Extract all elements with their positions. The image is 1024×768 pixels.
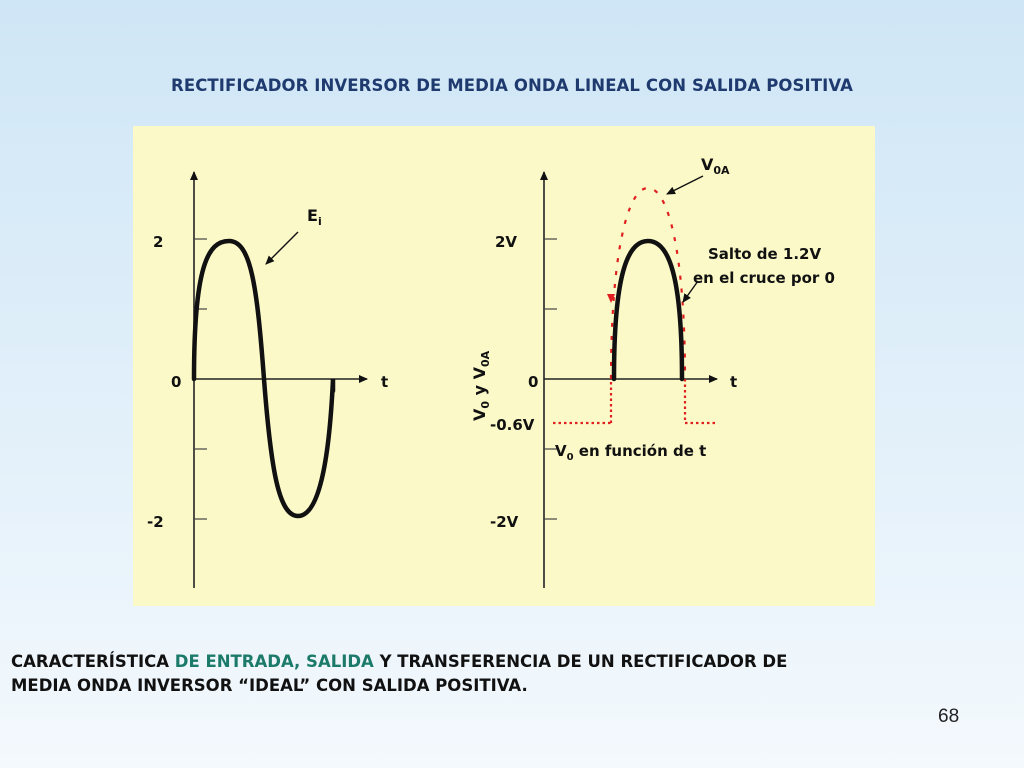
graphs-svg: Ei 2 0 -2 t (147, 155, 835, 588)
right-y-bottom-label: -2V (490, 513, 519, 531)
left-y-top-label: 2 (153, 233, 163, 251)
right-graph: 2V 0 -0.6V -2V t V0 y V0A V0A Salto de 1… (470, 155, 835, 588)
left-x-axis-label: t (381, 373, 388, 391)
output-half-wave-curve (611, 238, 685, 382)
jump-note-line2: en el cruce por 0 (693, 269, 835, 287)
v0a-dotted-curve (553, 186, 717, 425)
right-x-axis-label: t (730, 373, 737, 391)
right-y-axis-label: V0 y V0A (470, 350, 492, 421)
left-graph: Ei 2 0 -2 t (147, 171, 388, 588)
caption-part1: CARACTERÍSTICA (11, 652, 175, 671)
slide-caption: CARACTERÍSTICA DE ENTRADA, SALIDA Y TRAN… (11, 650, 1011, 698)
ei-pointer-arrow (265, 231, 299, 265)
v0a-jump-edges (609, 379, 687, 423)
caption-highlight: DE ENTRADA, SALIDA (174, 652, 374, 671)
v0-function-caption: V0 en función de t (555, 442, 706, 463)
jump-note-pointer (682, 280, 699, 303)
right-y-zero-label: 0 (528, 373, 538, 391)
input-sine-curve (191, 238, 336, 519)
page-number: 68 (938, 706, 960, 727)
left-y-bottom-label: -2 (147, 513, 164, 531)
v0a-arrowhead-left (607, 294, 615, 303)
left-y-zero-label: 0 (171, 373, 181, 391)
jump-note-line1: Salto de 1.2V (708, 245, 821, 263)
ei-label: Ei (307, 206, 322, 228)
caption-part3: Y TRANSFERENCIA DE UN RECTIFICADOR DE (373, 652, 788, 671)
right-y-neg-small-label: -0.6V (490, 416, 535, 434)
right-y-top-label: 2V (495, 233, 517, 251)
v0a-pointer-arrow (666, 175, 704, 195)
graph-panel: Ei 2 0 -2 t (133, 126, 875, 606)
caption-line2: MEDIA ONDA INVERSOR “IDEAL” CON SALIDA P… (11, 676, 528, 695)
v0a-label: V0A (701, 155, 730, 177)
slide-title: RECTIFICADOR INVERSOR DE MEDIA ONDA LINE… (171, 76, 853, 95)
